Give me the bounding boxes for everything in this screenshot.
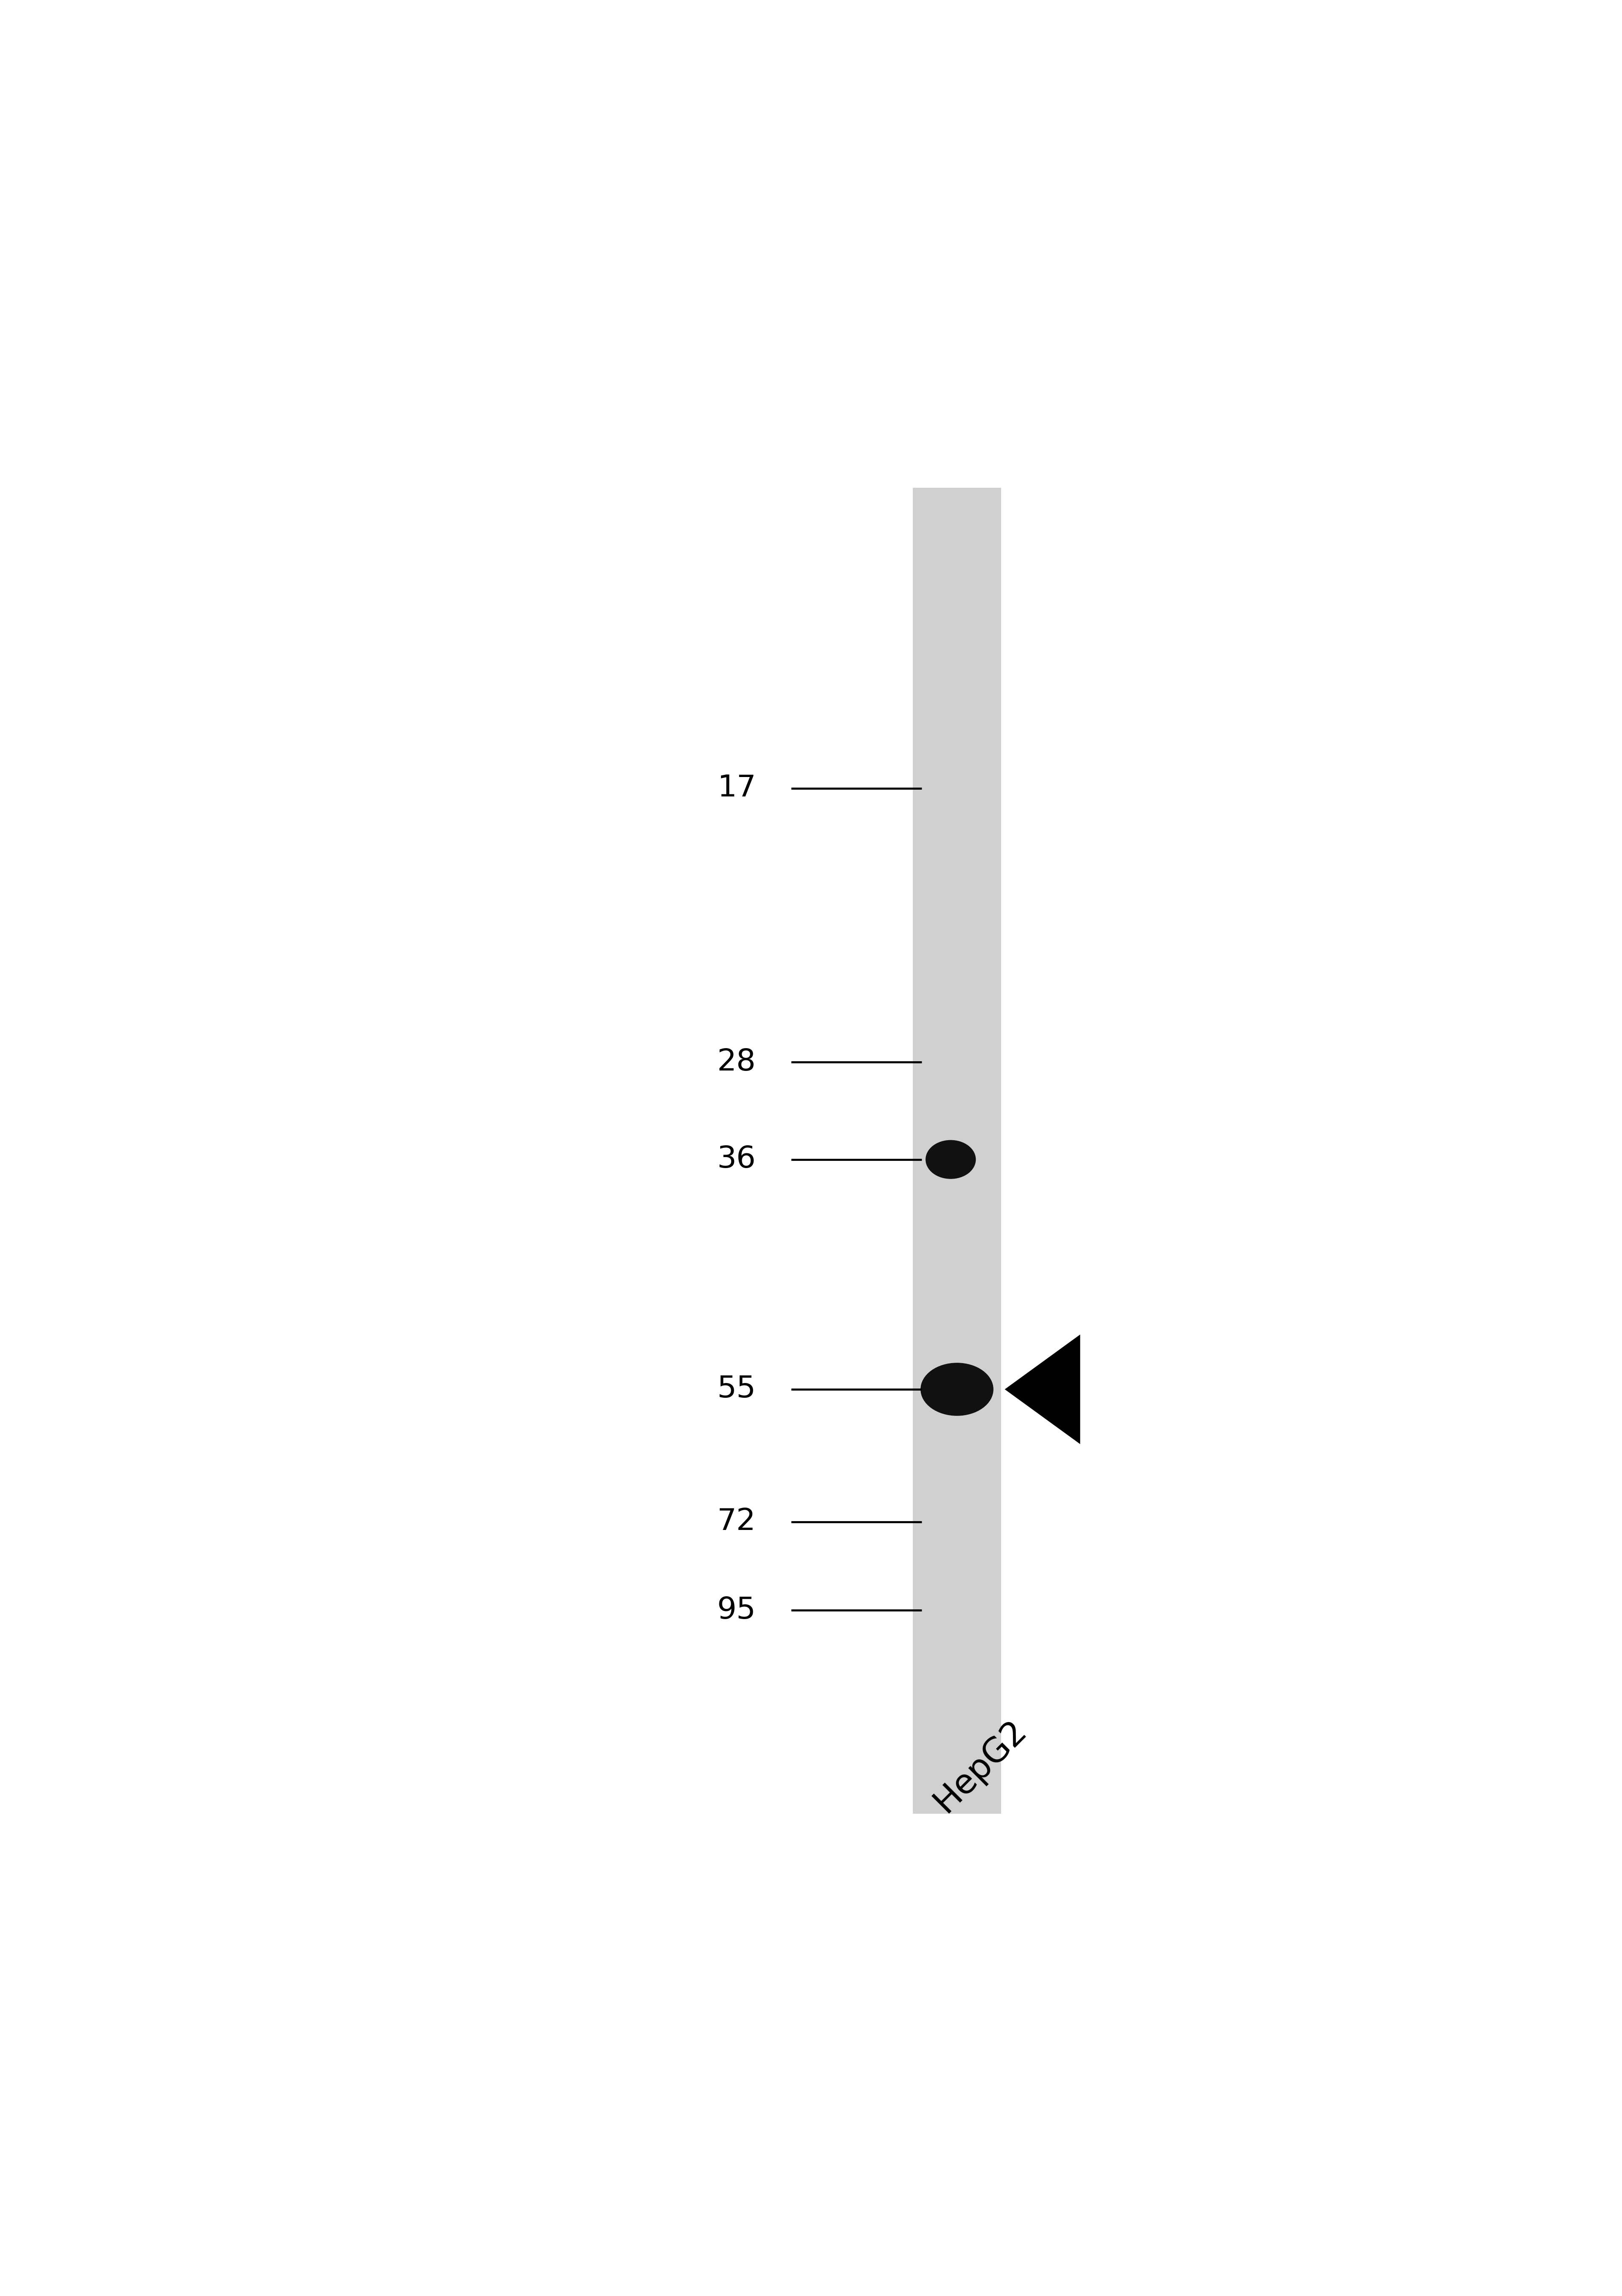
Polygon shape [1004,1334,1080,1444]
Text: HepG2: HepG2 [928,1713,1033,1818]
Ellipse shape [921,1364,993,1417]
Ellipse shape [926,1141,976,1178]
Text: 55: 55 [717,1375,756,1403]
Text: 72: 72 [717,1508,756,1536]
Text: 17: 17 [717,774,756,804]
Text: 95: 95 [717,1596,756,1626]
Text: 28: 28 [717,1047,756,1077]
Bar [913,487,1001,1814]
Text: 36: 36 [717,1146,756,1173]
